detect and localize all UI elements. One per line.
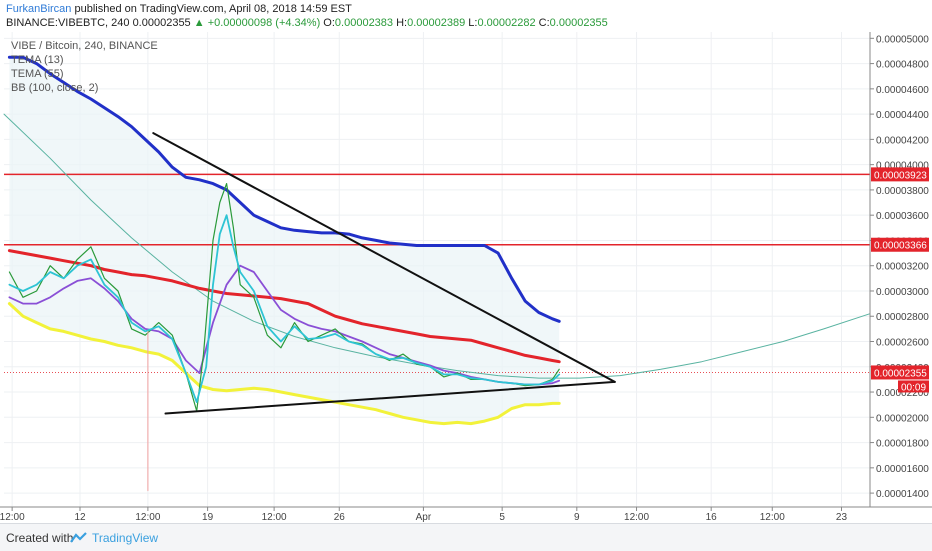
price-tick-label: 0.00002000	[876, 413, 929, 424]
price-tick-label: 0.00002200	[876, 388, 929, 399]
publish-line: FurkanBircan published on TradingView.co…	[6, 3, 352, 15]
price-tick-label: 0.00001800	[876, 439, 929, 450]
price-tick-label: 0.00005000	[876, 34, 929, 45]
price-axis-bg	[870, 32, 932, 522]
price-tick-label: 0.00001600	[876, 464, 929, 475]
low-value: 0.00002282	[477, 17, 536, 29]
quote-line: BINANCE:VIBEBTC, 240 0.00002355 ▲ +0.000…	[6, 17, 608, 29]
time-tick-label: 23	[836, 512, 848, 522]
time-tick-label: 26	[334, 512, 346, 522]
created-with-label: Created with	[6, 531, 74, 545]
symbol-label: BINANCE:VIBEBTC, 240	[6, 17, 130, 29]
legend-title: VIBE / Bitcoin, 240, BINANCE	[11, 40, 158, 52]
price-tick-label: 0.00001400	[876, 489, 929, 500]
time-tick-label: 12:00	[624, 512, 649, 522]
time-tick-label: 12:00	[760, 512, 785, 522]
time-tick-label: 12	[74, 512, 86, 522]
series-tema-13	[8, 214, 561, 404]
countdown-tag-bg	[898, 380, 929, 393]
chart-series	[3, 55, 871, 492]
legend-bb[interactable]: BB (100, close, 2)	[11, 82, 98, 94]
level-price-tag-1-bg	[871, 167, 929, 182]
level-price-tag-1: 0.00003923	[874, 170, 927, 181]
legend-tema13[interactable]: TEMA (13)	[11, 54, 64, 66]
published-text: published on TradingView.com, April 08, …	[71, 3, 352, 15]
close-value: 0.00002355	[549, 17, 608, 29]
series-tema-55	[8, 264, 561, 386]
low-label: L:	[468, 17, 478, 29]
footer-bar: Created with TradingView	[0, 523, 932, 551]
series-trendline-lower	[164, 380, 616, 415]
level-price-tag-2-bg	[871, 237, 929, 252]
price-tick-label: 0.00002600	[876, 338, 929, 349]
high-value: 0.00002389	[407, 17, 466, 29]
price-tick-label: 0.00002800	[876, 312, 929, 323]
time-axis[interactable]: 12:00 12 12:00 19 12:00 26 Apr 5 9 12:00 16 12:00 23	[0, 506, 932, 522]
price-chart[interactable]: VIBE / Bitcoin, 240, BINANCE TEMA (13) T…	[0, 32, 932, 522]
time-tick-label: 12:00	[0, 512, 25, 522]
price-tick-label: 0.00003600	[876, 211, 929, 222]
time-tick-label: 16	[706, 512, 718, 522]
last-price-tag: 0.00002355	[874, 368, 927, 379]
time-tick-label: 5	[499, 512, 505, 522]
price-tick-label: 0.00004000	[876, 161, 929, 172]
legend-tema55[interactable]: TEMA (55)	[11, 68, 64, 80]
time-tick-label: 19	[202, 512, 214, 522]
time-tick-label: 12:00	[135, 512, 160, 522]
level-price-tag-2: 0.00003366	[874, 241, 927, 252]
price-tick-label: 0.00004800	[876, 60, 929, 71]
time-tick-label: 12:00	[262, 512, 287, 522]
high-label: H:	[396, 17, 408, 29]
time-tick-label: 9	[574, 512, 580, 522]
chart-legend: VIBE / Bitcoin, 240, BINANCE TEMA (13) T…	[11, 40, 158, 94]
series-bb-lower	[7, 302, 561, 426]
last-price-tag-bg	[871, 365, 929, 380]
price-tick-label: 0.00003800	[876, 186, 929, 197]
author-link[interactable]: FurkanBircan	[6, 3, 72, 15]
price-tick-label: 0.00004200	[876, 135, 929, 146]
last-price: 0.00002355	[132, 17, 191, 29]
close-label: C:	[538, 17, 550, 29]
bollinger-band-fill	[9, 57, 560, 424]
price-tick-label: 0.00004400	[876, 110, 929, 121]
series-bb-upper	[7, 55, 561, 323]
series-trendline-upper	[152, 132, 616, 383]
price-tick-label: 0.00004600	[876, 85, 929, 96]
countdown-tag: 00:09	[901, 382, 926, 393]
open-label: O:	[323, 17, 335, 29]
price-axis[interactable]: 0.00005000 0.00004800 0.00004600 0.00004400…	[869, 32, 932, 522]
series-bb-basis	[7, 249, 561, 364]
tradingview-brand-link[interactable]: TradingView	[92, 531, 159, 545]
price-change: ▲ +0.00000098 (+4.34%)	[193, 17, 321, 29]
time-tick-label: Apr	[416, 512, 432, 522]
tradingview-logo-icon	[70, 532, 87, 543]
price-tags: 0.00003923 0.00003366 0.00002355 00:09	[871, 167, 929, 393]
chart-header: FurkanBircan published on TradingView.co…	[0, 0, 932, 32]
price-tick-label: 0.00003200	[876, 262, 929, 273]
open-value: 0.00002383	[334, 17, 394, 29]
price-tick-label: 0.00003000	[876, 287, 929, 298]
